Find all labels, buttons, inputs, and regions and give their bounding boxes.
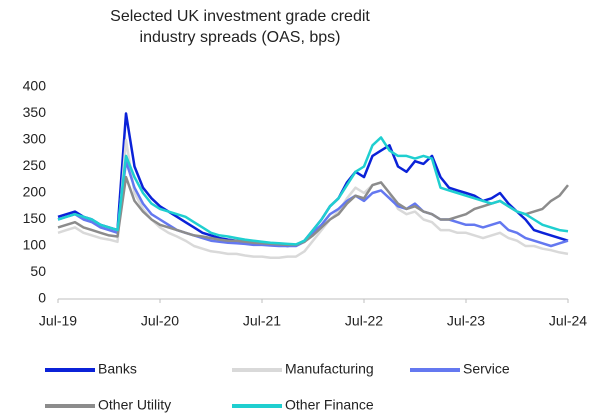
y-tick-label: 400 [23, 78, 47, 94]
x-tick-label: Jul-23 [447, 313, 485, 329]
y-tick-label: 300 [23, 131, 47, 147]
legend-label: Manufacturing [285, 361, 374, 377]
legend-label: Service [463, 361, 510, 377]
series-line [57, 159, 569, 248]
x-tick-label: Jul-24 [549, 313, 587, 329]
y-tick-label: 250 [23, 157, 47, 173]
y-tick-label: 100 [23, 237, 47, 253]
y-tick-label: 200 [23, 184, 47, 200]
series-line [57, 138, 569, 259]
series-line [57, 136, 569, 246]
x-tick-label: Jul-19 [39, 313, 77, 329]
series-line [57, 175, 569, 247]
x-tick-label: Jul-21 [243, 313, 281, 329]
y-tick-label: 150 [23, 210, 47, 226]
y-tick-label: 350 [23, 104, 47, 120]
x-tick-label: Jul-22 [345, 313, 383, 329]
legend-label: Other Finance [285, 397, 374, 413]
x-tick-label: Jul-20 [141, 313, 179, 329]
y-tick-label: 50 [30, 263, 46, 279]
chart-title: Selected UK investment grade credit indu… [110, 8, 370, 46]
legend-label: Banks [98, 361, 137, 377]
legend-label: Other Utility [98, 397, 171, 413]
y-tick-label: 0 [38, 290, 46, 306]
